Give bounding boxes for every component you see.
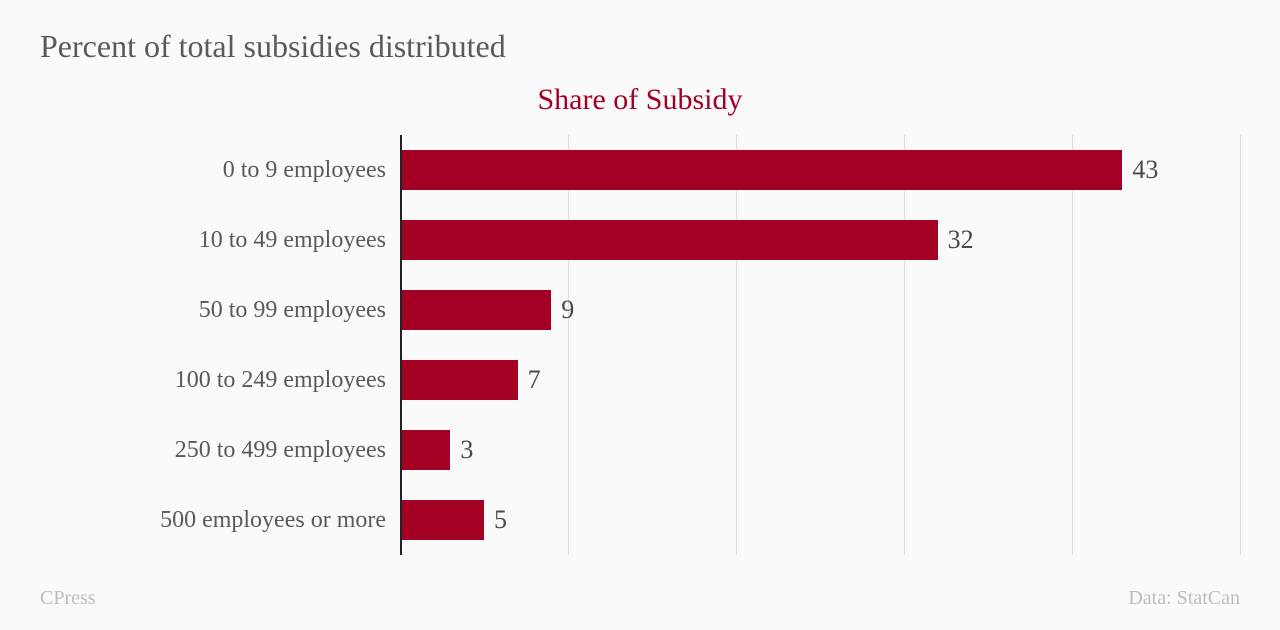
category-label: 50 to 99 employees <box>40 297 400 324</box>
value-label: 9 <box>561 295 574 325</box>
footer-left: CPress <box>40 587 96 610</box>
bar <box>400 220 938 260</box>
bar-wrap: 32 <box>400 220 1240 260</box>
value-label: 3 <box>460 435 473 465</box>
value-label: 5 <box>494 505 507 535</box>
table-row: 100 to 249 employees 7 <box>40 353 1240 407</box>
bar-wrap: 5 <box>400 500 1240 540</box>
chart-subtitle: Share of Subsidy <box>40 83 1240 117</box>
bar <box>400 360 518 400</box>
bar <box>400 150 1122 190</box>
bar-wrap: 9 <box>400 290 1240 330</box>
table-row: 250 to 499 employees 3 <box>40 423 1240 477</box>
table-row: 10 to 49 employees 32 <box>40 213 1240 267</box>
chart-rows: 0 to 9 employees4310 to 49 employees3250… <box>40 135 1240 555</box>
bar-wrap: 43 <box>400 150 1240 190</box>
bar <box>400 430 450 470</box>
y-axis-line <box>400 135 402 555</box>
category-label: 500 employees or more <box>40 507 400 534</box>
value-label: 7 <box>528 365 541 395</box>
value-label: 32 <box>948 225 974 255</box>
bar-wrap: 7 <box>400 360 1240 400</box>
bar <box>400 500 484 540</box>
chart-area: 0 to 9 employees4310 to 49 employees3250… <box>40 135 1240 555</box>
gridline <box>1240 135 1241 555</box>
category-label: 10 to 49 employees <box>40 227 400 254</box>
chart-title: Percent of total subsidies distributed <box>40 28 1240 65</box>
category-label: 0 to 9 employees <box>40 157 400 184</box>
table-row: 0 to 9 employees 43 <box>40 143 1240 197</box>
chart-footer: CPress Data: StatCan <box>40 587 1240 610</box>
value-label: 43 <box>1132 155 1158 185</box>
category-label: 100 to 249 employees <box>40 367 400 394</box>
category-label: 250 to 499 employees <box>40 437 400 464</box>
table-row: 50 to 99 employees 9 <box>40 283 1240 337</box>
table-row: 500 employees or more 5 <box>40 493 1240 547</box>
bar-wrap: 3 <box>400 430 1240 470</box>
footer-right: Data: StatCan <box>1128 587 1240 610</box>
bar <box>400 290 551 330</box>
